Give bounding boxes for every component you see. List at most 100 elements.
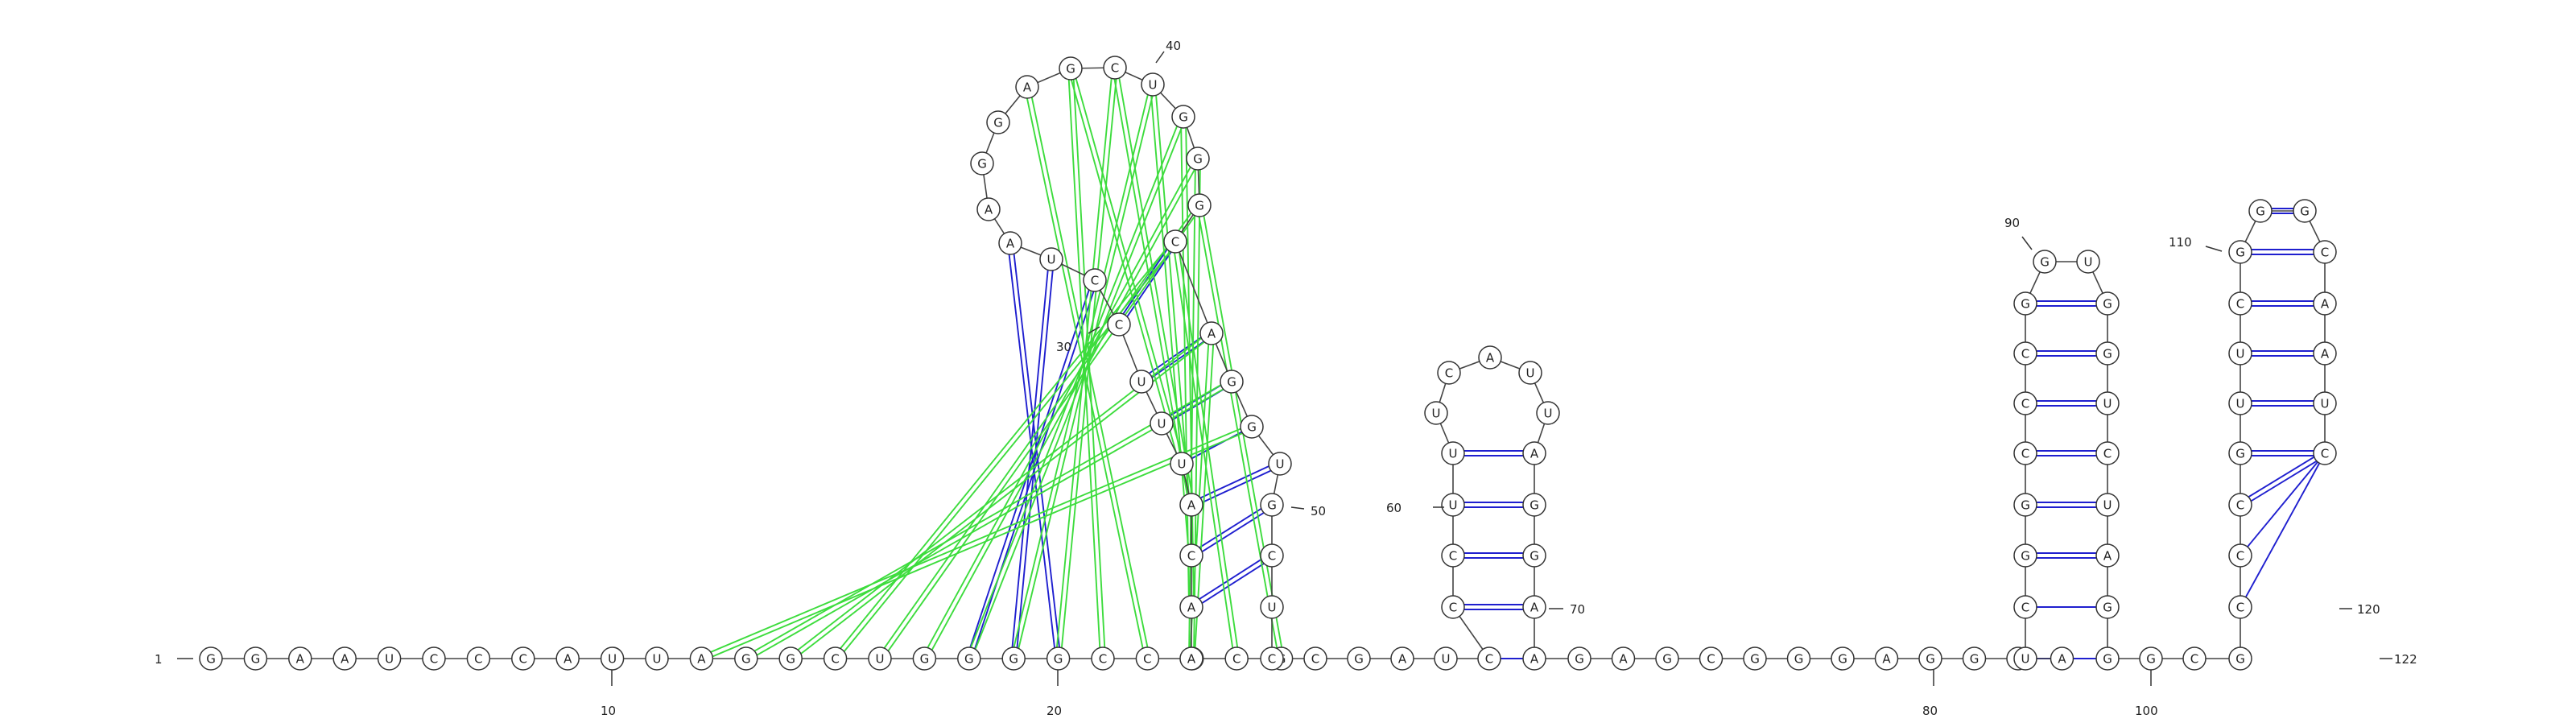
base-pair-hairpin3 (2240, 452, 2326, 608)
nucleotide-letter: G (2235, 652, 2245, 667)
nucleotide-letter: A (296, 652, 305, 667)
nucleotide-93: C (2013, 341, 2037, 366)
nucleotide-circle (2313, 341, 2337, 366)
nucleotide-letter: C (474, 652, 482, 667)
nucleotide-circle (1187, 193, 1212, 217)
base-pair-helix (1120, 242, 1179, 327)
nucleotide-76: A (1611, 646, 1636, 671)
nucleotide-22: C (1135, 646, 1160, 671)
nucleotide-circle (1135, 646, 1160, 671)
nucleotide-114: C (2228, 291, 2252, 316)
base-pair-hairpin3 (2241, 454, 2327, 508)
nucleotide-circle (377, 646, 402, 671)
nucleotide-letter: G (920, 652, 930, 667)
nucleotide-letter: A (1882, 652, 1891, 667)
nucleotide-letter: A (985, 203, 993, 217)
nucleotide-circle (1874, 646, 1899, 671)
nucleotide-letter: C (1445, 366, 1453, 381)
pseudoknot-pair (702, 428, 1253, 662)
nucleotide-letter: U (2236, 347, 2245, 361)
nucleotide-circle (2095, 341, 2120, 366)
nucleotide-letter: U (1137, 375, 1146, 390)
nucleotide-circle (1441, 493, 1465, 517)
nucleotide-circle (1170, 452, 1194, 476)
nucleotide-letter: C (1232, 652, 1241, 667)
nucleotide-circle (2228, 391, 2252, 415)
base-pair-long (1015, 259, 1055, 659)
nucleotide-letter: G (741, 652, 751, 667)
nucleotide-79: G (1743, 646, 1767, 671)
nucleotide-letter: C (2236, 549, 2244, 564)
nucleotide-83: G (1918, 646, 1942, 671)
nucleotide-2: G (243, 646, 268, 671)
nucleotide-letter: C (519, 652, 527, 667)
nucleotide-18: G (957, 646, 981, 671)
nucleotide-3: A (288, 646, 312, 671)
nucleotide-letter: A (2321, 347, 2330, 361)
nucleotide-circle (1260, 493, 1284, 517)
nucleotide-circle (1831, 646, 1855, 671)
nucleotide-letter: C (2236, 297, 2244, 312)
tick-110 (2205, 246, 2223, 252)
nucleotide-99: U (2095, 391, 2120, 415)
nucleotide-letter: G (1926, 652, 1935, 667)
nucleotide-72: G (1522, 543, 1546, 568)
label-110: 110 (2169, 235, 2192, 250)
nucleotide-circle (1103, 56, 1127, 80)
nucleotide-circle (1518, 361, 1542, 385)
nucleotide-letter: C (1171, 235, 1179, 250)
nucleotide-circle (2248, 199, 2273, 223)
nucleotide-circle (2013, 391, 2037, 415)
nucleotide-letter: A (2103, 549, 2112, 564)
nucleotide-circle (2313, 240, 2337, 264)
nucleotide-letter: G (1195, 199, 1204, 213)
label-20: 20 (1046, 704, 1062, 718)
nucleotide-circle (778, 646, 803, 671)
nucleotide-circle (2313, 391, 2337, 415)
nucleotide-75: G (1567, 646, 1591, 671)
nucleotide-circle (2013, 341, 2037, 366)
nucleotide-letter: G (2256, 204, 2265, 219)
nucleotide-circle (2013, 291, 2037, 316)
nucleotide-letter: G (2040, 255, 2050, 270)
nucleotide-circle (1567, 646, 1591, 671)
nucleotide-111: G (2228, 441, 2252, 465)
nucleotide-37: A (976, 197, 1001, 221)
nucleotide-circle (2095, 646, 2120, 671)
nucleotide-letter: G (2103, 652, 2112, 667)
label-122: 122 (2394, 652, 2417, 667)
pseudoknot-pair (1177, 241, 1241, 659)
nucleotide-118: C (2313, 240, 2337, 264)
nucleotide-71: G (1522, 493, 1546, 517)
nucleotide-letter: G (1193, 152, 1203, 167)
nucleotide-letter: U (1276, 457, 1285, 472)
nucleotide-circle (1441, 441, 1465, 465)
pseudoknot-pair (1067, 68, 1181, 465)
nucleotide-circle (1059, 56, 1083, 81)
nucleotide-42: C (1103, 56, 1127, 80)
base-pair-helix (1190, 461, 1280, 504)
nucleotide-circle (998, 231, 1022, 255)
nucleotide-letter: C (2021, 347, 2029, 361)
nucleotide-112: U (2228, 391, 2252, 415)
nucleotide-circle (511, 646, 535, 671)
label-70: 70 (1570, 602, 1585, 617)
nucleotide-105: G (2139, 646, 2163, 671)
nucleotide-54: U (1260, 595, 1284, 619)
nucleotide-letter: A (1398, 652, 1407, 667)
nucleotide-circle (2013, 595, 2037, 619)
nucleotide-92: C (2013, 391, 2037, 415)
nucleotide-circle (1962, 646, 1987, 671)
nucleotide-11: U (645, 646, 669, 671)
nucleotide-91: C (2013, 441, 2037, 465)
pseudoknot-pair (966, 115, 1183, 659)
nucleotide-letter: C (1485, 652, 1493, 667)
nucleotide-circle (1129, 370, 1154, 394)
nucleotide-letter: A (697, 652, 706, 667)
label-120: 120 (2357, 602, 2380, 617)
nucleotide-circle (1611, 646, 1636, 671)
nucleotide-letter: C (1091, 274, 1099, 288)
nucleotide-letter: C (1187, 549, 1195, 564)
label-60: 60 (1386, 501, 1402, 515)
nucleotide-letter: A (1187, 498, 1196, 513)
